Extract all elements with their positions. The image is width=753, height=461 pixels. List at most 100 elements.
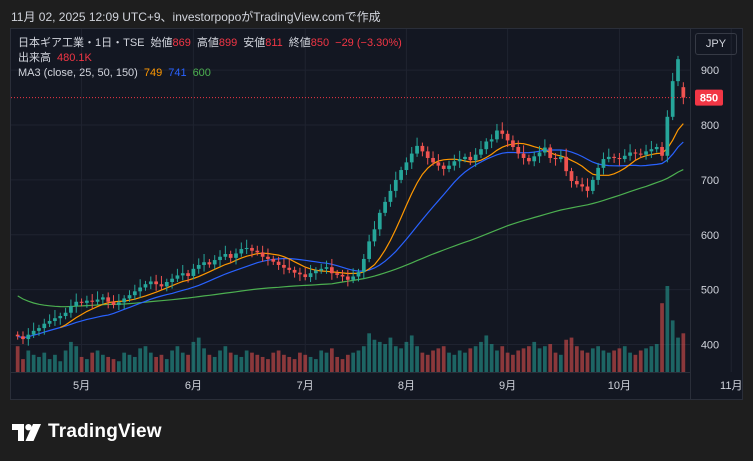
candle-body: [266, 256, 270, 259]
volume-bar: [500, 346, 505, 372]
candle-body: [191, 268, 196, 276]
y-tick-label: 800: [701, 120, 719, 132]
volume-bar: [255, 354, 260, 372]
volume-bar: [180, 352, 185, 372]
candle-body: [255, 250, 260, 253]
candle-body: [148, 281, 153, 285]
legend-high: 899: [218, 37, 238, 49]
volume-bar: [452, 354, 457, 372]
candle-body: [26, 334, 31, 340]
legend-volume-label: 出来高: [18, 52, 51, 64]
candle-body: [388, 190, 393, 202]
candle-body: [569, 171, 574, 182]
candle-body: [31, 330, 36, 335]
volume-bar: [654, 344, 659, 372]
candle-body: [543, 147, 547, 153]
volume-bar: [399, 348, 403, 372]
volume-bar: [612, 350, 616, 372]
volume-bar: [308, 356, 313, 372]
volume-bar: [383, 344, 387, 372]
candle-body: [489, 139, 494, 142]
volume-bar: [244, 350, 249, 372]
candle-body: [21, 336, 25, 340]
volume-bar: [53, 354, 57, 372]
candle-body: [537, 152, 542, 157]
volume-bar: [95, 350, 100, 372]
candle-body: [622, 155, 627, 160]
volume-bar: [276, 350, 281, 372]
candle-body: [74, 301, 79, 307]
last-price-badge: [695, 89, 723, 106]
volume-bar: [351, 352, 356, 372]
volume-bar: [47, 359, 52, 372]
candle-body: [292, 269, 297, 273]
candle-body: [676, 59, 680, 82]
volume-bar: [58, 361, 63, 372]
legend-close: 850: [310, 37, 330, 49]
candle-body: [106, 297, 111, 302]
candle-body: [15, 334, 20, 337]
y-tick-label: 700: [701, 175, 719, 187]
volume-bar: [511, 354, 515, 372]
candle-body: [505, 133, 510, 141]
ma25-line: [60, 123, 684, 329]
tradingview-logo-text: TradingView: [48, 421, 162, 442]
candle-body: [628, 152, 632, 156]
candle-body: [351, 276, 356, 280]
candle-body: [532, 156, 537, 162]
candle-body: [69, 306, 73, 313]
candle-body: [324, 267, 329, 269]
candle-body: [452, 161, 457, 166]
candle-body: [244, 247, 249, 250]
volume-bar: [228, 352, 233, 372]
volume-bar: [63, 350, 68, 372]
volume-bar: [329, 348, 334, 372]
candle-body: [122, 298, 127, 303]
candle-body: [612, 156, 616, 158]
volume-bar: [260, 356, 265, 372]
candle-body: [644, 151, 648, 155]
candle-body: [207, 262, 212, 265]
candle-body: [340, 274, 345, 277]
candle-body: [95, 299, 100, 302]
volume-bar: [463, 352, 467, 372]
volume-bar: [31, 354, 36, 372]
volume-bar: [633, 354, 638, 372]
volume-bar: [404, 341, 409, 372]
tradingview-logo[interactable]: TradingView: [12, 420, 162, 444]
y-tick-label: 900: [701, 65, 719, 77]
candle-body: [409, 153, 414, 163]
candle-body: [186, 273, 190, 276]
candle-body: [164, 281, 169, 287]
volume-bar: [377, 341, 382, 372]
volume-bar: [537, 348, 542, 372]
currency-button[interactable]: JPY: [695, 33, 737, 55]
candle-body: [463, 156, 467, 160]
legend-ma25: 749: [143, 67, 163, 79]
volume-bar: [367, 333, 372, 372]
volume-bar: [543, 346, 547, 372]
candle-body: [335, 273, 340, 275]
volume-bar: [335, 356, 340, 372]
candle-body: [558, 156, 563, 160]
volume-bar: [111, 359, 116, 372]
candle-body: [218, 256, 222, 261]
volume-bar: [282, 354, 286, 372]
candle-body: [63, 312, 68, 317]
volume-bar: [319, 350, 324, 372]
legend-change: −29 (−3.30%): [335, 37, 402, 49]
legend-low: 811: [265, 37, 283, 49]
volume-bar: [409, 335, 414, 372]
volume-bar: [665, 286, 670, 372]
volume-bar: [148, 352, 153, 372]
volume-bar: [324, 352, 329, 372]
candle-body: [393, 179, 398, 191]
candle-body: [479, 149, 483, 155]
chart-frame[interactable]: [10, 28, 743, 400]
x-tick-label: 7月: [297, 380, 314, 392]
x-tick-label: 5月: [73, 380, 90, 392]
volume-bar: [196, 337, 201, 372]
x-tick-label: 9月: [499, 380, 516, 392]
volume-bar: [212, 356, 217, 372]
